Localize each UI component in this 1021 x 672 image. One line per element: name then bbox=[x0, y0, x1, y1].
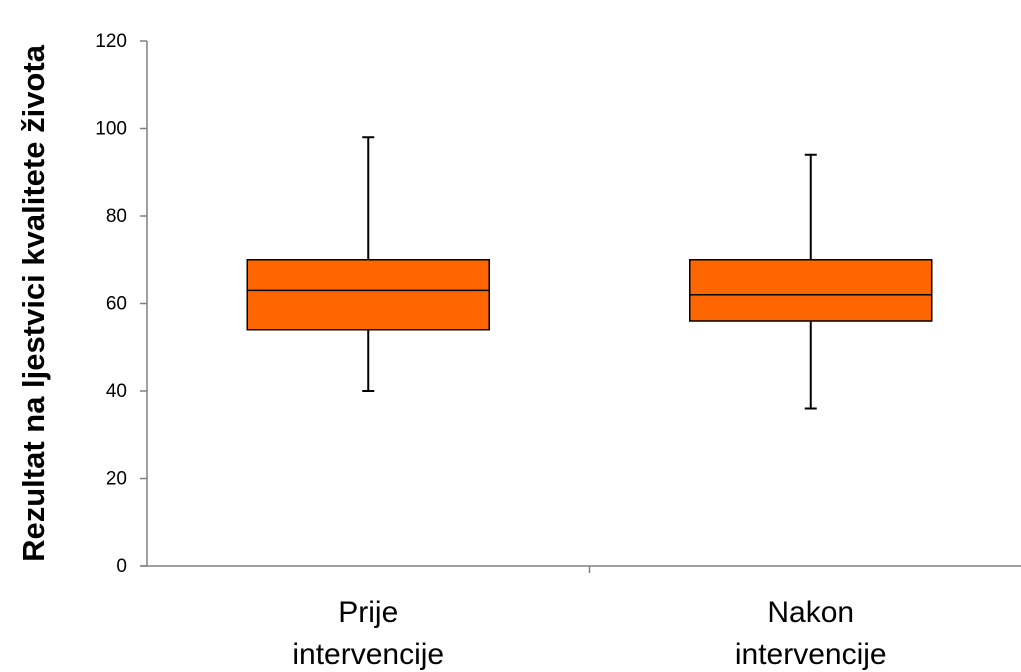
x-category-label-line: intervencije bbox=[292, 638, 444, 671]
box-group bbox=[689, 153, 933, 410]
iqr-box bbox=[689, 259, 933, 322]
y-tick-label: 40 bbox=[106, 381, 127, 402]
iqr-box bbox=[246, 259, 490, 331]
y-tick-label: 20 bbox=[106, 469, 127, 490]
y-tick-label: 100 bbox=[95, 119, 127, 140]
y-tick-label: 60 bbox=[106, 294, 127, 315]
y-tick-label: 0 bbox=[116, 556, 127, 577]
x-category-label-line: Prije bbox=[338, 596, 398, 629]
y-axis-title: Rezultat na ljestvici kvalitete života bbox=[16, 44, 51, 562]
x-category-label: Nakon intervencije bbox=[735, 596, 887, 671]
y-tick-label: 80 bbox=[106, 206, 127, 227]
box-group bbox=[246, 136, 490, 392]
x-category-label-line: Nakon bbox=[767, 596, 854, 629]
y-tick-label: 120 bbox=[95, 31, 127, 52]
x-category-label: Prije intervencije bbox=[292, 596, 444, 671]
x-category-label-line: intervencije bbox=[735, 638, 887, 671]
